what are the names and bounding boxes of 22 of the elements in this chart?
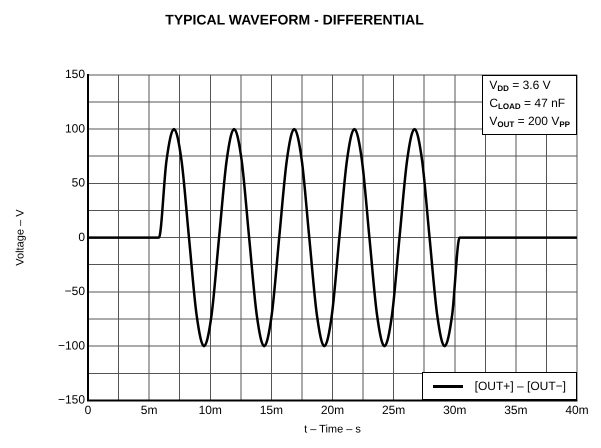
x-tick-label: 35m xyxy=(504,402,528,417)
x-tick-label: 40m xyxy=(565,402,589,417)
x-tick-label: 10m xyxy=(198,402,222,417)
y-axis-title: Voltage – V xyxy=(14,208,27,266)
x-axis-title: t – Time – s xyxy=(304,423,362,436)
chart-title: TYPICAL WAVEFORM - DIFFERENTIAL xyxy=(165,11,424,28)
x-tick-label: 25m xyxy=(382,402,406,417)
y-tick-label: 100 xyxy=(64,121,86,136)
x-tick-label: 30m xyxy=(443,402,466,417)
x-tick-label: 20m xyxy=(320,402,344,417)
y-tick-label: 150 xyxy=(64,67,86,82)
y-tick-label: −100 xyxy=(58,338,86,352)
y-tick-label: 0 xyxy=(78,230,86,244)
y-tick-label: 50 xyxy=(72,176,86,190)
annotation: V$_{DD}$ = 3.6 V xyxy=(489,78,552,95)
annotation: C$_{LOAD}$ = 47 nF xyxy=(489,96,566,113)
annotation: V$_{OUT}$ = 200 V$_{PP}$ xyxy=(489,114,570,131)
legend-label: [OUT+] – [OUT−] xyxy=(474,379,566,394)
y-tick-label: −50 xyxy=(64,284,86,298)
x-tick-label: 5m xyxy=(140,402,158,417)
y-tick-label: −150 xyxy=(58,392,86,407)
x-tick-label: 15m xyxy=(260,402,284,417)
